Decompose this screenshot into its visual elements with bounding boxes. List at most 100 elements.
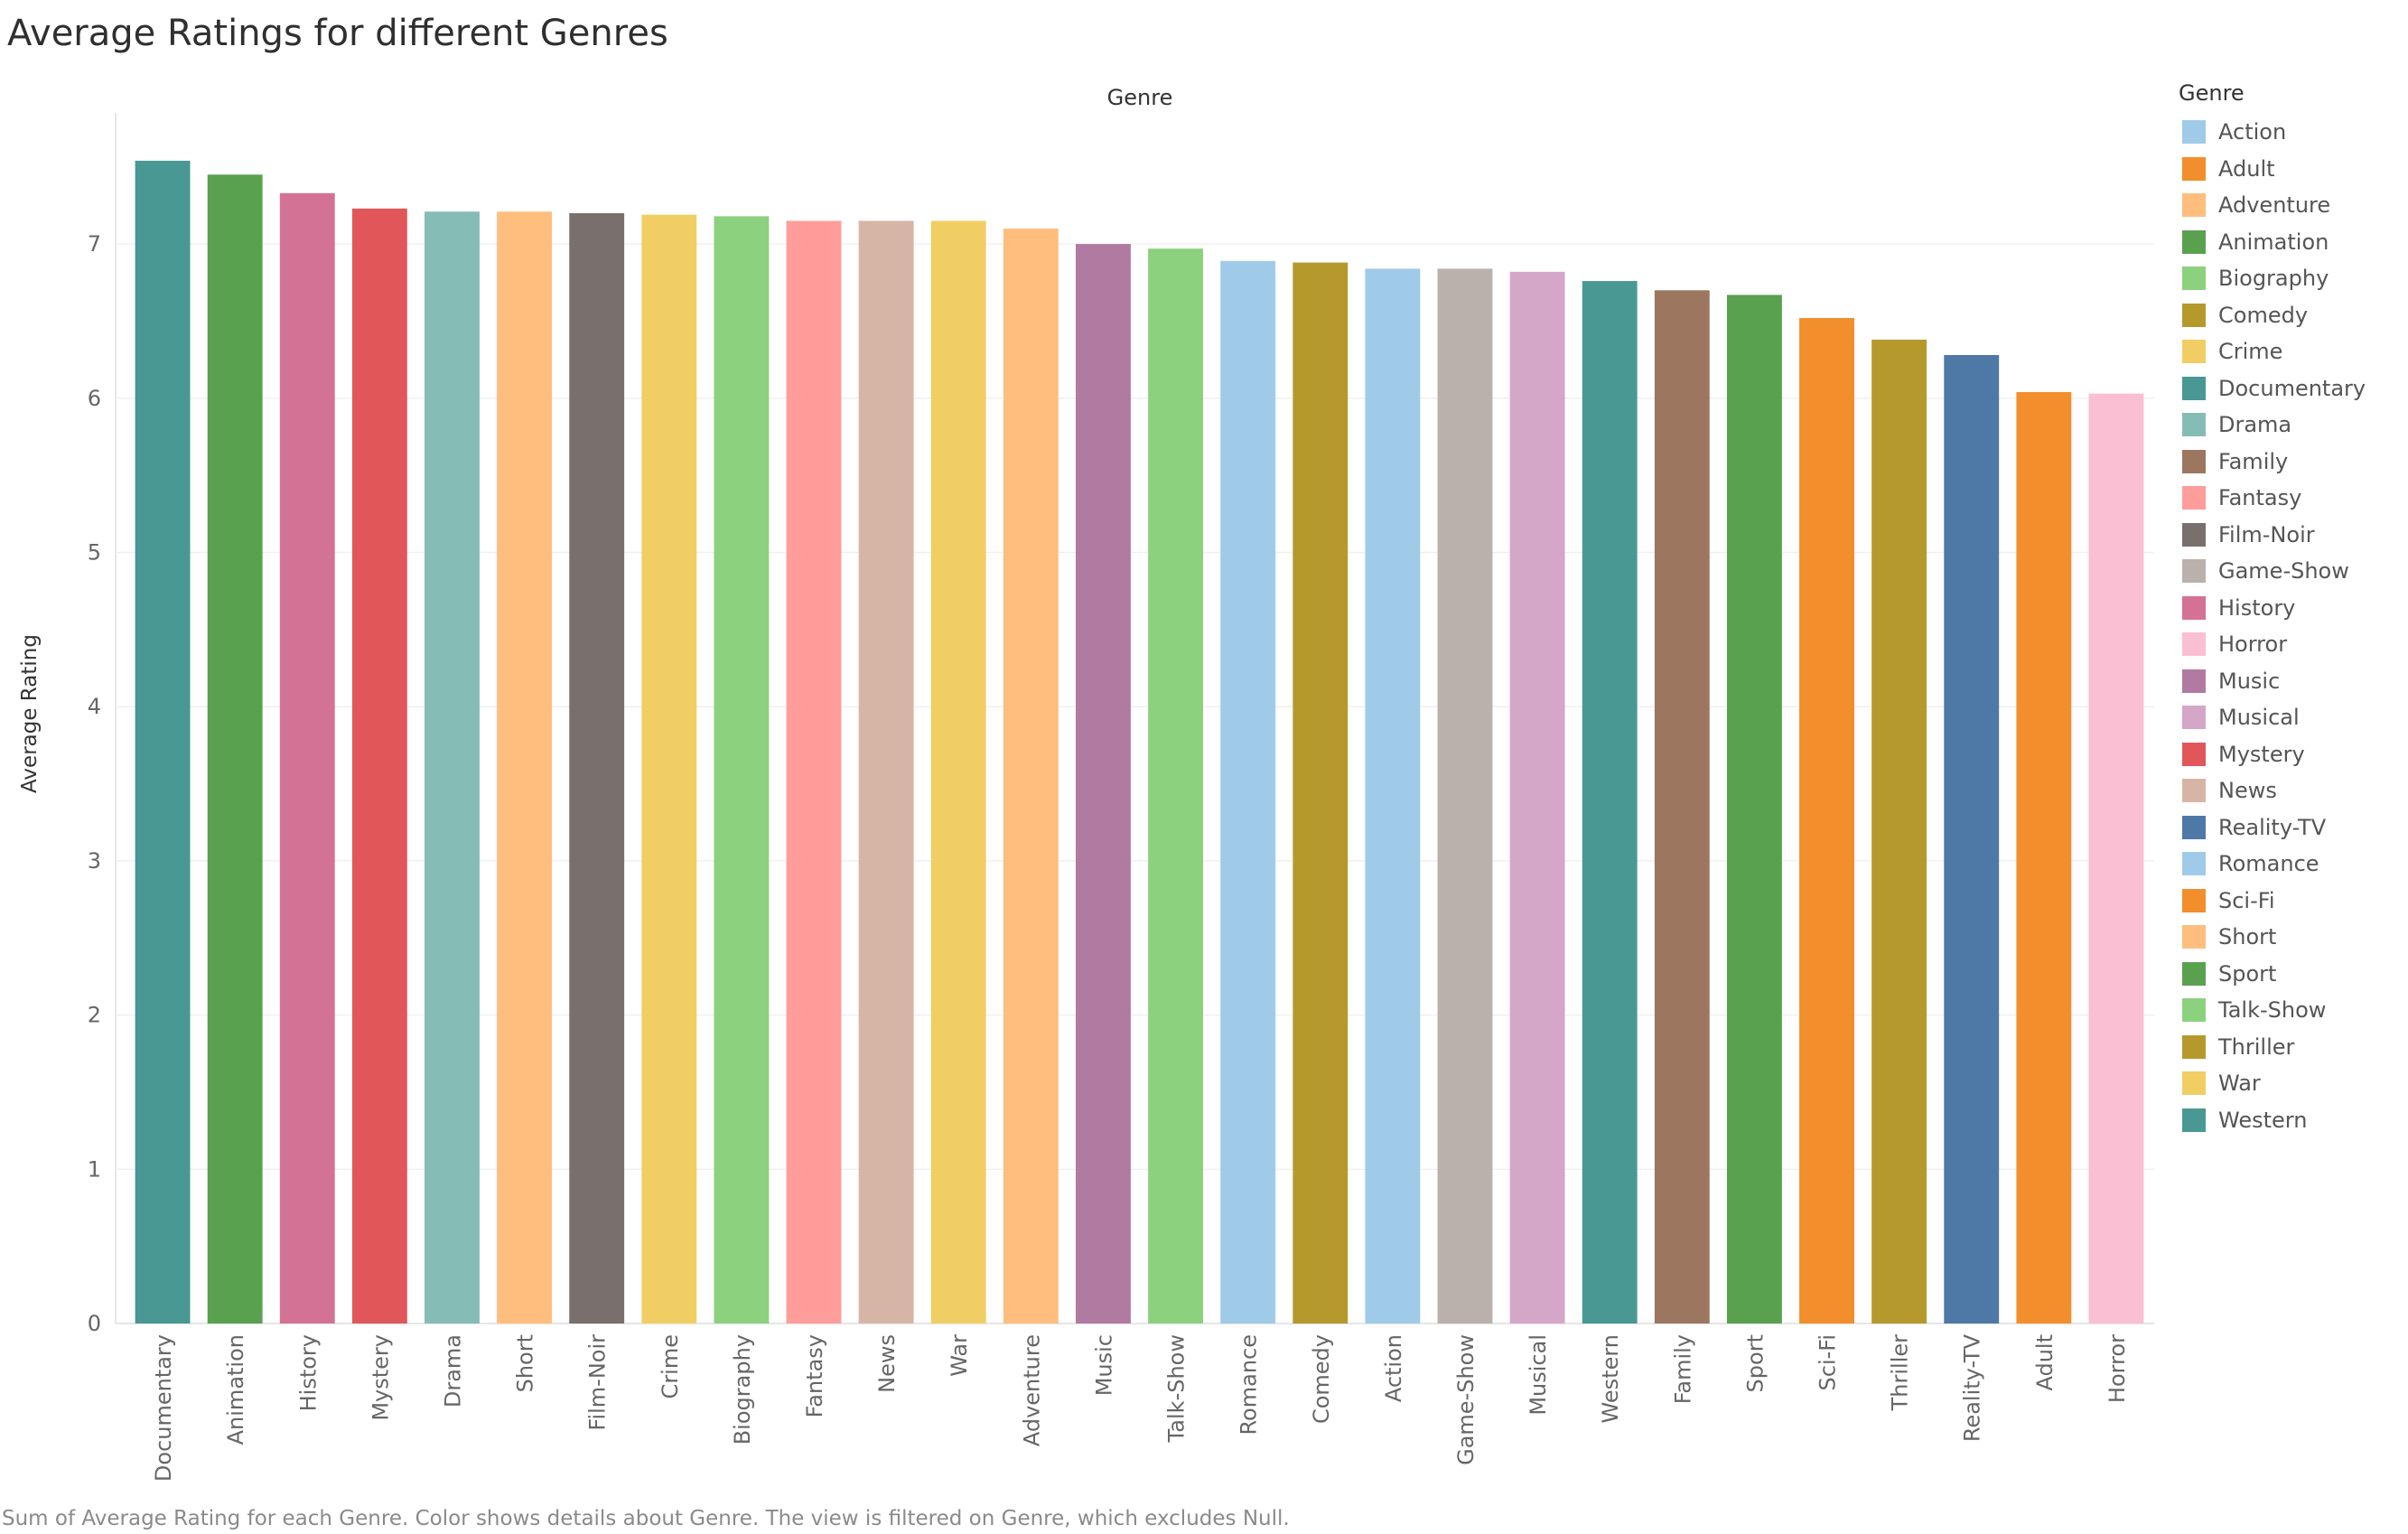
y-tick-label: 0: [88, 1311, 101, 1336]
bar-war[interactable]: [930, 220, 986, 1324]
legend-item-war[interactable]: War: [2179, 1065, 2404, 1102]
legend-swatch: [2182, 925, 2206, 949]
x-tick-label: Animation: [223, 1334, 248, 1445]
bar-news[interactable]: [858, 220, 914, 1324]
legend-item-crime[interactable]: Crime: [2179, 333, 2404, 370]
legend-label: Drama: [2218, 412, 2292, 438]
legend-swatch: [2182, 888, 2206, 912]
legend-item-adventure[interactable]: Adventure: [2179, 187, 2404, 224]
legend-item-animation[interactable]: Animation: [2179, 224, 2404, 261]
legend-item-sci-fi[interactable]: Sci-Fi: [2179, 883, 2404, 920]
legend-item-biography[interactable]: Biography: [2179, 260, 2404, 297]
bar-adult[interactable]: [2016, 391, 2072, 1324]
bar-thriller[interactable]: [1871, 339, 1927, 1324]
x-tick-label: Western: [1598, 1334, 1623, 1423]
y-axis: 0 1 2 3 4 5 6 7: [88, 231, 101, 1336]
bar-crime[interactable]: [641, 214, 697, 1324]
bar-romance[interactable]: [1220, 260, 1276, 1324]
x-tick-label: Biography: [730, 1334, 755, 1445]
legend-item-fantasy[interactable]: Fantasy: [2179, 480, 2404, 517]
legend-item-mystery[interactable]: Mystery: [2179, 736, 2404, 773]
x-tick-label: Mystery: [368, 1334, 393, 1421]
legend-item-action[interactable]: Action: [2179, 114, 2404, 151]
y-tick-label: 3: [88, 848, 101, 874]
legend-title: Genre: [2179, 80, 2245, 106]
x-tick-label: Thriller: [1888, 1334, 1913, 1412]
legend-item-drama[interactable]: Drama: [2179, 407, 2404, 444]
bar-family[interactable]: [1654, 290, 1710, 1324]
y-axis-label: Average Rating: [18, 634, 42, 793]
bar-drama[interactable]: [425, 211, 480, 1324]
x-tick-label: News: [874, 1334, 900, 1393]
legend-item-thriller[interactable]: Thriller: [2179, 1029, 2404, 1066]
legend-item-news[interactable]: News: [2179, 772, 2404, 809]
bar-animation[interactable]: [207, 174, 263, 1324]
y-tick-label: 4: [88, 694, 101, 719]
legend-swatch: [2182, 669, 2206, 693]
legend-item-film-noir[interactable]: Film-Noir: [2179, 517, 2404, 554]
bar-horror[interactable]: [2088, 393, 2144, 1324]
legend-swatch: [2182, 961, 2206, 986]
bar-western[interactable]: [1582, 281, 1638, 1324]
bar-short[interactable]: [497, 211, 553, 1324]
legend-item-western[interactable]: Western: [2179, 1102, 2404, 1139]
legend-label: Musical: [2218, 705, 2300, 731]
legend-item-documentary[interactable]: Documentary: [2179, 370, 2404, 407]
x-tick-label: Film-Noir: [585, 1334, 611, 1431]
legend-label: Sport: [2218, 960, 2277, 987]
bar-sci-fi[interactable]: [1799, 318, 1854, 1324]
legend-item-family[interactable]: Family: [2179, 444, 2404, 481]
legend-item-musical[interactable]: Musical: [2179, 699, 2404, 736]
bar-fantasy[interactable]: [786, 220, 842, 1324]
legend-label: Thriller: [2218, 1034, 2295, 1060]
legend-item-history[interactable]: History: [2179, 590, 2404, 627]
bar-mystery[interactable]: [351, 208, 407, 1324]
x-tick-label: Action: [1381, 1334, 1406, 1402]
bar-music[interactable]: [1076, 244, 1131, 1324]
x-axis: Documentary Animation History Mystery Drama S…: [151, 1333, 2130, 1482]
legend-item-adult[interactable]: Adult: [2179, 151, 2404, 188]
legend-label: Family: [2218, 448, 2289, 474]
bar-documentary[interactable]: [135, 160, 191, 1324]
bar-sport[interactable]: [1726, 295, 1782, 1324]
legend-swatch: [2182, 156, 2206, 181]
legend-item-game-show[interactable]: Game-Show: [2179, 553, 2404, 590]
bar-action[interactable]: [1365, 268, 1421, 1324]
legend-label: Talk-Show: [2218, 997, 2327, 1024]
bar-adventure[interactable]: [1003, 229, 1059, 1324]
legend-swatch: [2182, 193, 2206, 218]
x-tick-label: Romance: [1237, 1334, 1262, 1436]
x-tick-label: Adventure: [1019, 1334, 1044, 1446]
x-tick-label: Drama: [440, 1334, 465, 1408]
bar-reality-tv[interactable]: [1944, 355, 2000, 1324]
x-tick-label: History: [295, 1334, 321, 1411]
bar-game-show[interactable]: [1437, 268, 1493, 1324]
y-tick-label: 5: [88, 539, 101, 565]
legend-item-sport[interactable]: Sport: [2179, 956, 2404, 993]
legend-swatch: [2182, 706, 2206, 730]
bar-talk-show[interactable]: [1148, 248, 1203, 1324]
legend-swatch: [2182, 413, 2206, 437]
legend-item-romance[interactable]: Romance: [2179, 846, 2404, 883]
legend-item-reality-tv[interactable]: Reality-TV: [2179, 809, 2404, 847]
legend-label: Game-Show: [2218, 558, 2349, 585]
legend-item-short[interactable]: Short: [2179, 919, 2404, 956]
bar-biography[interactable]: [714, 216, 770, 1324]
legend-item-music[interactable]: Music: [2179, 663, 2404, 700]
bar-film-noir[interactable]: [569, 212, 625, 1324]
bar-comedy[interactable]: [1293, 262, 1349, 1324]
legend-label: News: [2218, 778, 2277, 804]
legend-label: Romance: [2218, 851, 2319, 877]
x-tick-label: Horror: [2105, 1334, 2130, 1403]
legend-item-talk-show[interactable]: Talk-Show: [2179, 992, 2404, 1029]
bars: [135, 160, 2144, 1324]
legend-item-comedy[interactable]: Comedy: [2179, 297, 2404, 334]
bar-musical[interactable]: [1509, 271, 1565, 1324]
legend-swatch: [2182, 1034, 2206, 1059]
legend-swatch: [2182, 559, 2206, 584]
x-tick-label: Sport: [1742, 1334, 1768, 1392]
legend-swatch: [2182, 1071, 2206, 1096]
legend-swatch: [2182, 522, 2206, 547]
bar-history[interactable]: [279, 192, 335, 1324]
legend-item-horror[interactable]: Horror: [2179, 626, 2404, 663]
